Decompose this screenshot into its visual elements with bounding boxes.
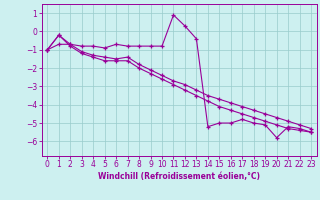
X-axis label: Windchill (Refroidissement éolien,°C): Windchill (Refroidissement éolien,°C) xyxy=(98,172,260,181)
